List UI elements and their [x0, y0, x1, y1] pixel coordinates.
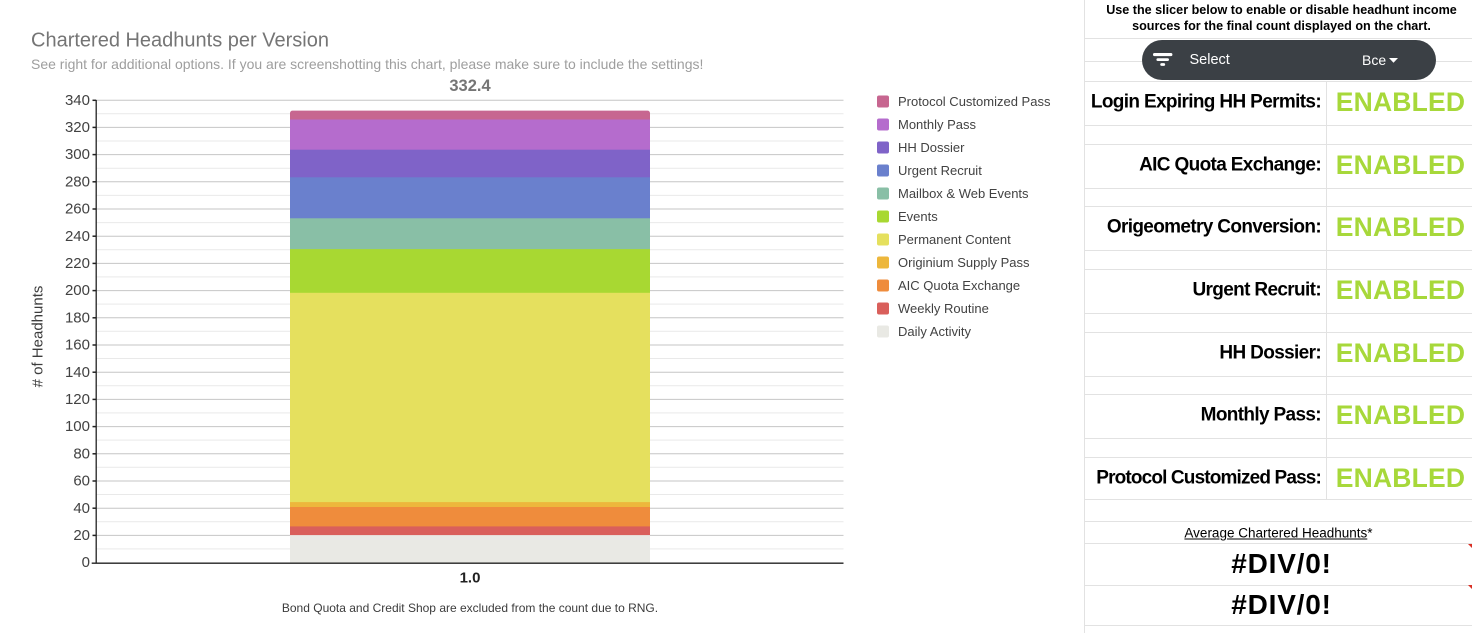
svg-text:Weekly Routine: Weekly Routine: [898, 301, 989, 316]
svg-text:20: 20: [73, 527, 90, 544]
svg-text:# of Headhunts: # of Headhunts: [30, 286, 47, 388]
svg-text:Events: Events: [898, 209, 938, 224]
svg-text:Urgent Recruit: Urgent Recruit: [898, 163, 982, 178]
svg-text:Daily Activity: Daily Activity: [898, 324, 971, 339]
svg-text:Protocol Customized Pass: Protocol Customized Pass: [898, 94, 1051, 109]
svg-text:60: 60: [73, 473, 90, 490]
svg-text:0: 0: [82, 554, 90, 571]
svg-text:160: 160: [65, 337, 90, 354]
svg-text:280: 280: [65, 173, 90, 190]
svg-text:140: 140: [65, 364, 90, 381]
svg-text:80: 80: [73, 445, 90, 462]
svg-text:1.0: 1.0: [460, 570, 481, 587]
svg-text:120: 120: [65, 391, 90, 408]
svg-text:100: 100: [65, 418, 90, 435]
svg-text:300: 300: [65, 146, 90, 163]
svg-text:332.4: 332.4: [449, 77, 491, 95]
svg-text:260: 260: [65, 201, 90, 218]
svg-text:See right for additional optio: See right for additional options. If you…: [31, 56, 703, 72]
svg-text:Chartered Headhunts per Versio: Chartered Headhunts per Version: [31, 30, 329, 52]
svg-text:Mailbox & Web Events: Mailbox & Web Events: [898, 186, 1029, 201]
svg-text:180: 180: [65, 309, 90, 326]
svg-text:Originium Supply Pass: Originium Supply Pass: [898, 255, 1030, 270]
svg-text:40: 40: [73, 500, 90, 517]
svg-text:320: 320: [65, 119, 90, 136]
svg-text:240: 240: [65, 228, 90, 245]
svg-text:Bond Quota and Credit Shop are: Bond Quota and Credit Shop are excluded …: [282, 601, 658, 615]
svg-text:AIC Quota Exchange: AIC Quota Exchange: [898, 278, 1020, 293]
svg-text:Permanent Content: Permanent Content: [898, 232, 1011, 247]
svg-text:Monthly Pass: Monthly Pass: [898, 117, 977, 132]
svg-text:220: 220: [65, 255, 90, 272]
svg-text:HH Dossier: HH Dossier: [898, 140, 965, 155]
svg-text:340: 340: [65, 92, 90, 109]
svg-text:200: 200: [65, 282, 90, 299]
